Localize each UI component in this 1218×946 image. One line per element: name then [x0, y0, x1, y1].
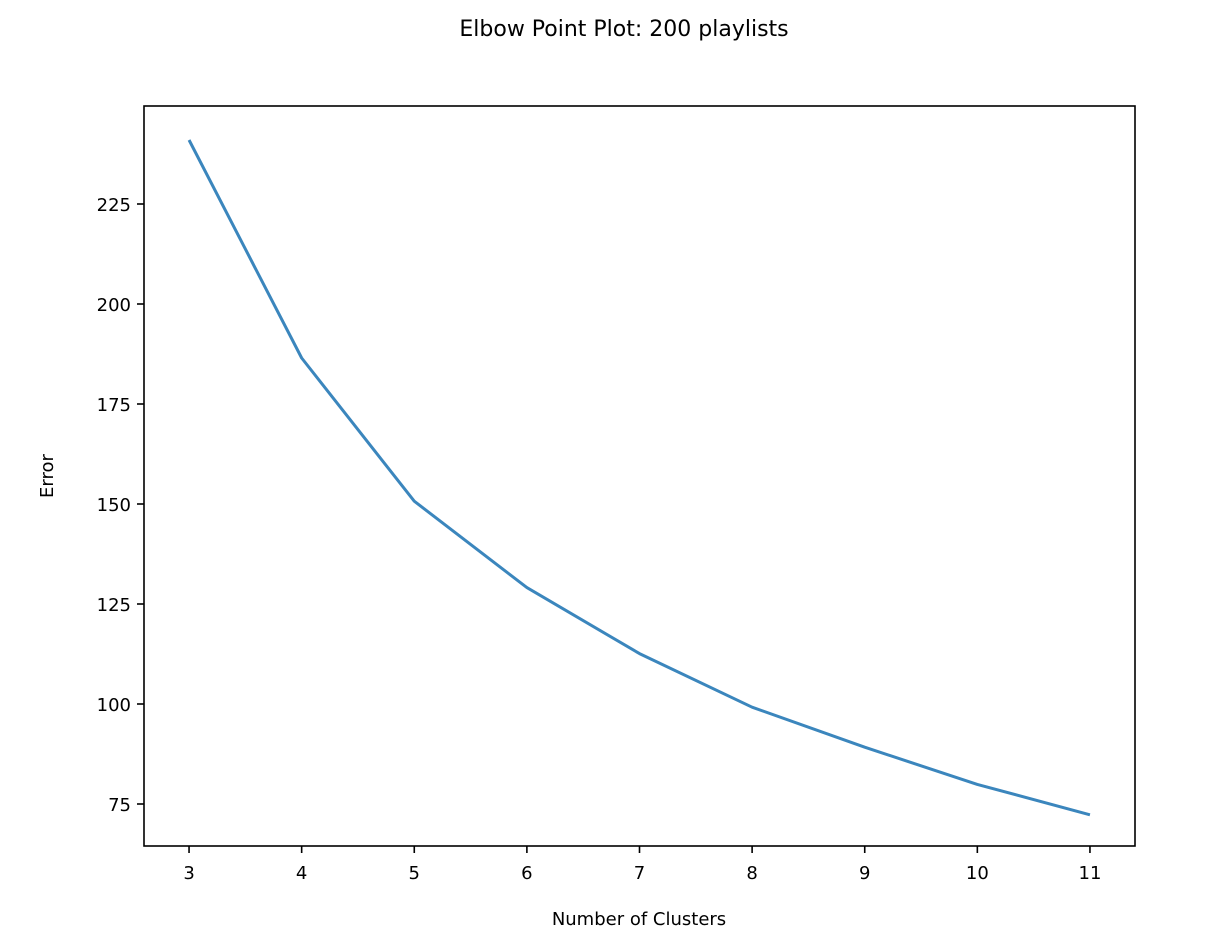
series-layer: [187, 139, 1091, 817]
x-tick-label: 6: [521, 863, 532, 884]
y-tick-label: 100: [97, 695, 131, 716]
plot-frame: [143, 105, 1136, 847]
data-point: [976, 783, 979, 786]
series-line: [187, 139, 1091, 817]
y-tick-label: 150: [97, 495, 131, 516]
data-point: [525, 586, 528, 589]
y-tick-label: 125: [97, 595, 131, 616]
data-point: [413, 500, 416, 503]
y-tick-label: 75: [108, 795, 131, 816]
x-tick-label: 7: [634, 863, 645, 884]
data-point: [1088, 813, 1091, 816]
y-axis-ticks: 75 100 125 150 175 200 225: [97, 195, 144, 816]
x-axis-label: Number of Clusters: [552, 909, 726, 930]
x-axis-ticks: 3 4 5 6 7 8 9 10 11: [183, 846, 1101, 884]
data-point: [751, 706, 754, 709]
x-tick-label: 5: [409, 863, 420, 884]
x-tick-label: 10: [966, 863, 989, 884]
x-tick-label: 9: [859, 863, 870, 884]
y-tick-label: 200: [97, 295, 131, 316]
x-tick-label: 4: [296, 863, 307, 884]
y-tick-label: 175: [97, 395, 131, 416]
x-tick-label: 11: [1079, 863, 1102, 884]
x-tick-label: 8: [746, 863, 757, 884]
chart-title: Elbow Point Plot: 200 playlists: [459, 17, 788, 42]
y-axis-label: Error: [37, 453, 58, 497]
data-point: [300, 357, 303, 360]
data-point: [638, 652, 641, 655]
data-point: [188, 139, 191, 142]
x-tick-label: 3: [183, 863, 194, 884]
y-tick-label: 225: [97, 195, 131, 216]
data-point: [863, 746, 866, 749]
plot-area: 3 4 5 6 7 8 9 10 11 75 100 125 150 175 200 225: [97, 105, 1136, 884]
